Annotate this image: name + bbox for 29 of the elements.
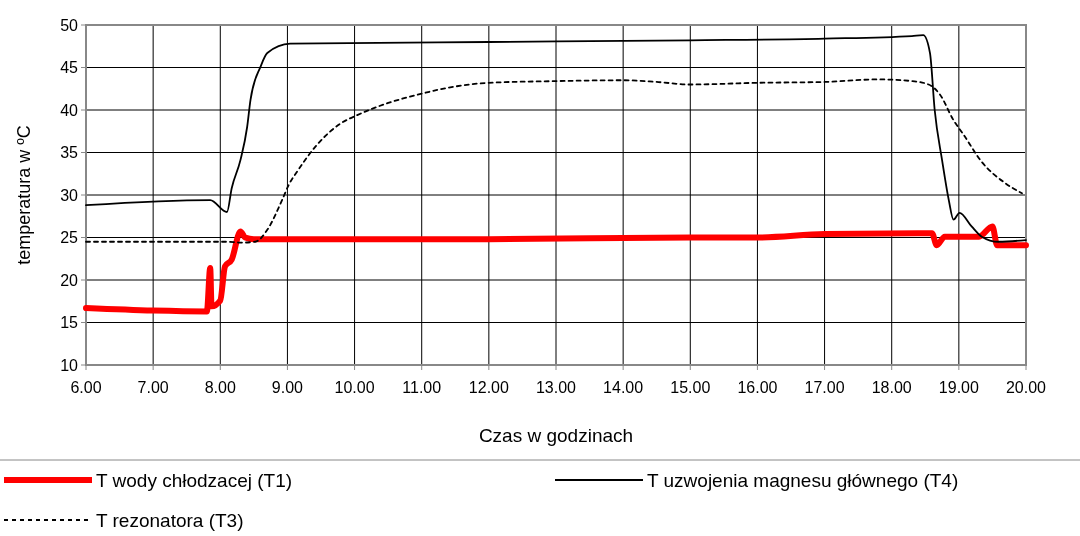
x-tick-label: 19.00 (938, 379, 979, 396)
x-tick-label: 11.00 (402, 379, 442, 396)
x-tick-label: 18.00 (871, 379, 912, 396)
x-tick-label: 16.00 (737, 379, 778, 396)
x-tick-label: 6.00 (70, 379, 102, 396)
x-tick-label: 14.00 (603, 379, 644, 396)
y-tick-label: 45 (60, 59, 79, 77)
y-tick-label: 35 (60, 144, 79, 162)
legend-label: T wody chłodzacej (T1) (96, 469, 293, 491)
x-tick-label: 17.00 (804, 379, 845, 396)
x-tick-label: 12.00 (468, 379, 509, 396)
x-tick-label: 15.00 (670, 379, 711, 396)
x-tick-label: 13.00 (535, 379, 577, 396)
x-tick-label: 9.00 (271, 379, 304, 396)
y-tick-label: 30 (60, 186, 79, 204)
y-axis-title: temperatura w ºC (14, 125, 34, 265)
x-tick-label: 7.00 (137, 379, 169, 396)
y-tick-label: 40 (60, 101, 79, 119)
legend-label: T rezonatora (T3) (96, 509, 244, 531)
legend-label: T uzwojenia magnesu głównego (T4) (647, 469, 959, 491)
x-tick-label: 20.00 (1005, 379, 1047, 396)
x-tick-label: 10.00 (334, 379, 375, 396)
x-tick-label: 8.00 (204, 379, 236, 396)
y-tick-label: 15 (60, 314, 79, 332)
y-tick-label: 10 (60, 356, 79, 374)
x-axis-title: Czas w godzinach (478, 425, 634, 446)
y-tick-label: 20 (60, 271, 79, 289)
y-tick-label: 25 (60, 229, 79, 247)
y-tick-label: 50 (60, 16, 79, 34)
